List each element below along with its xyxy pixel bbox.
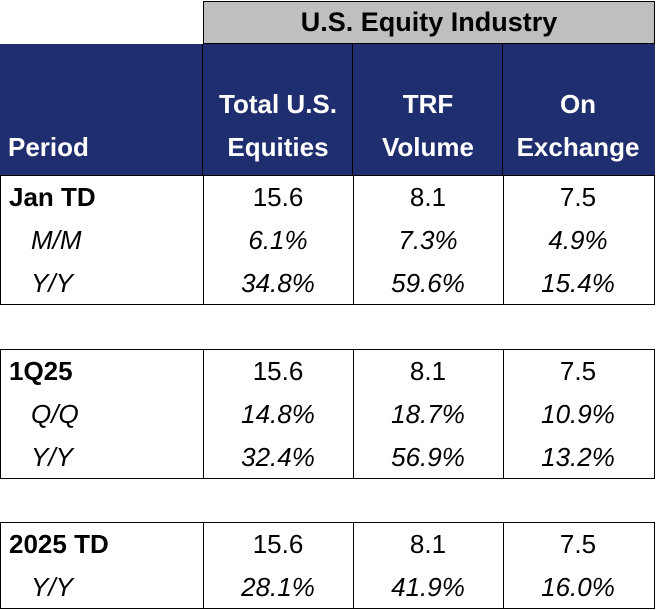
table-row: Jan TD 15.6 8.1 7.5 xyxy=(1,176,654,219)
cell-trf-volume: 56.9% xyxy=(391,442,465,472)
header-total-equities-line2: Equities xyxy=(227,132,329,162)
table-row: Y/Y 28.1% 41.9% 16.0% xyxy=(1,566,654,609)
cell-total-equities: 15.6 xyxy=(252,356,304,386)
table-row: Y/Y 34.8% 59.6% 15.4% xyxy=(1,262,654,305)
row-label: M/M xyxy=(31,225,82,255)
row-label: Y/Y xyxy=(31,442,73,472)
table-group-1q25: 1Q25 15.6 8.1 7.5 Q/Q 14.8% 18.7% 10.9% … xyxy=(0,349,655,479)
row-label: Y/Y xyxy=(31,572,73,602)
table-row: Q/Q 14.8% 18.7% 10.9% xyxy=(1,393,654,436)
cell-on-exchange: 4.9% xyxy=(548,225,608,255)
header-total-equities: Total U.S. Equities xyxy=(203,83,353,169)
table-banner: U.S. Equity Industry xyxy=(203,1,655,44)
row-label: 2025 TD xyxy=(9,529,109,559)
cell-on-exchange: 10.9% xyxy=(541,399,615,429)
table-row: 2025 TD 15.6 8.1 7.5 xyxy=(1,523,654,566)
table-row: Y/Y 32.4% 56.9% 13.2% xyxy=(1,436,654,479)
cell-total-equities: 15.6 xyxy=(252,529,304,559)
row-label: 1Q25 xyxy=(9,356,73,386)
cell-trf-volume: 7.3% xyxy=(398,225,458,255)
header-on-exchange: On Exchange xyxy=(503,83,653,169)
header-period: Period xyxy=(8,132,89,162)
cell-on-exchange: 13.2% xyxy=(541,442,615,472)
table-header: Period Total U.S. Equities TRF Volume On… xyxy=(0,44,655,175)
header-trf-volume-line2: Volume xyxy=(382,132,474,162)
table-row: M/M 6.1% 7.3% 4.9% xyxy=(1,219,654,262)
cell-on-exchange: 16.0% xyxy=(541,572,615,602)
cell-trf-volume: 59.6% xyxy=(391,268,465,298)
cell-total-equities: 32.4% xyxy=(241,442,315,472)
cell-on-exchange: 7.5 xyxy=(559,182,597,212)
header-trf-volume: TRF Volume xyxy=(353,83,503,169)
cell-trf-volume: 8.1 xyxy=(409,182,447,212)
row-label: Q/Q xyxy=(31,399,79,429)
header-on-exchange-line2: Exchange xyxy=(516,132,640,162)
cell-on-exchange: 7.5 xyxy=(559,356,597,386)
cell-total-equities: 14.8% xyxy=(241,399,315,429)
cell-total-equities: 34.8% xyxy=(241,268,315,298)
row-label: Y/Y xyxy=(31,268,73,298)
cell-total-equities: 6.1% xyxy=(248,225,308,255)
cell-total-equities: 28.1% xyxy=(241,572,315,602)
header-on-exchange-line1: On xyxy=(559,89,597,119)
cell-trf-volume: 8.1 xyxy=(409,356,447,386)
cell-trf-volume: 18.7% xyxy=(391,399,465,429)
row-label: Jan TD xyxy=(9,182,96,212)
table-row: 1Q25 15.6 8.1 7.5 xyxy=(1,350,654,393)
cell-trf-volume: 41.9% xyxy=(391,572,465,602)
cell-trf-volume: 8.1 xyxy=(409,529,447,559)
table-group-2025-td: 2025 TD 15.6 8.1 7.5 Y/Y 28.1% 41.9% 16.… xyxy=(0,522,655,609)
cell-on-exchange: 15.4% xyxy=(541,268,615,298)
table-group-jan-td: Jan TD 15.6 8.1 7.5 M/M 6.1% 7.3% 4.9% Y… xyxy=(0,175,655,305)
header-total-equities-line1: Total U.S. xyxy=(219,89,337,119)
cell-total-equities: 15.6 xyxy=(252,182,304,212)
header-trf-volume-line1: TRF xyxy=(402,89,454,119)
cell-on-exchange: 7.5 xyxy=(559,529,597,559)
